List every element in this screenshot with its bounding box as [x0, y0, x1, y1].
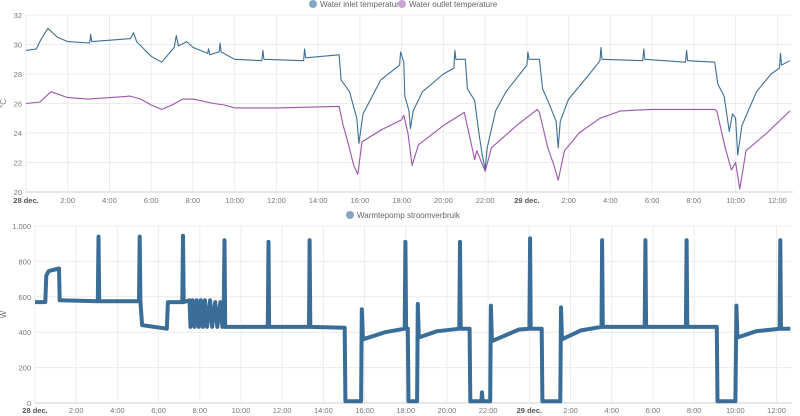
x-tick-label: 10:00: [225, 196, 244, 205]
x-tick-label: 8:00: [687, 196, 702, 205]
x-tick-label: 10:00: [726, 406, 745, 415]
x-tick-label: 12:00: [767, 406, 786, 415]
x-tick-label: 12:00: [267, 196, 286, 205]
x-tick-label: 6:00: [151, 406, 166, 415]
x-tick-label: 2:00: [60, 196, 75, 205]
x-tick-label: 2:00: [563, 406, 578, 415]
x-tick-label: 6:00: [646, 406, 661, 415]
y-tick-label: 0: [27, 399, 31, 408]
legend-swatch-icon: [398, 0, 406, 8]
x-tick-label: 22:00: [476, 196, 495, 205]
x-tick-label: 8:00: [186, 196, 201, 205]
x-tick-label: 4:00: [102, 196, 117, 205]
y-tick-label: 400: [18, 328, 31, 337]
x-tick-label: 28 dec.: [22, 406, 47, 415]
y-tick-label: 30: [14, 41, 22, 50]
y-tick-label: 200: [18, 364, 31, 373]
legend-item[interactable]: Warmtepomp stroomverbruik: [346, 211, 461, 220]
x-tick-label: 8:00: [687, 406, 702, 415]
series-line-water-outlet-temperature[interactable]: [25, 91, 791, 190]
y-tick-label: 26: [14, 100, 22, 109]
legend-label: Warmtepomp stroomverbruik: [357, 211, 461, 220]
y-tick-label: 800: [18, 257, 31, 266]
legend-label: Water inlet temperature: [320, 0, 404, 9]
y-axis-label: °C: [0, 99, 8, 108]
y-tick-label: 600: [18, 293, 31, 302]
x-tick-label: 22:00: [479, 406, 498, 415]
x-tick-label: 16:00: [355, 406, 374, 415]
x-tick-label: 4:00: [604, 406, 619, 415]
x-tick-label: 2:00: [561, 196, 576, 205]
x-tick-label: 10:00: [232, 406, 251, 415]
y-tick-label: 28: [14, 70, 22, 79]
legend-label: Water outlet temperature: [409, 0, 498, 9]
x-tick-label: 18:00: [396, 406, 415, 415]
x-tick-label: 20:00: [434, 196, 453, 205]
y-axis-label: W: [0, 310, 8, 318]
x-tick-label: 4:00: [110, 406, 125, 415]
series-line-water-inlet-temperature[interactable]: [25, 27, 791, 171]
x-tick-label: 16:00: [351, 196, 370, 205]
x-tick-label: 18:00: [392, 196, 411, 205]
legend-item[interactable]: Water outlet temperature: [398, 0, 498, 9]
x-tick-label: 6:00: [645, 196, 660, 205]
legend-swatch-icon: [309, 0, 317, 8]
legend-swatch-icon: [346, 211, 354, 219]
x-tick-label: 29 dec.: [514, 196, 539, 205]
power-chart: 0 200 400 600 800 1.000 28 dec. 2:00 4:00 6:00 8:0…: [0, 211, 792, 415]
y-tick-label: 20: [14, 188, 22, 197]
x-tick-label: 14:00: [314, 406, 333, 415]
x-tick-label: 12:00: [768, 196, 787, 205]
y-tick-label: 1.000: [12, 222, 31, 231]
y-tick-label: 22: [14, 159, 22, 168]
legend-item[interactable]: Water inlet temperature: [309, 0, 404, 9]
x-tick-label: 6:00: [144, 196, 159, 205]
y-tick-label: 24: [14, 129, 22, 138]
x-tick-label: 4:00: [603, 196, 618, 205]
series-spikes: [35, 235, 791, 402]
x-tick-label: 29 dec.: [517, 406, 542, 415]
x-tick-label: 10:00: [726, 196, 745, 205]
temperature-chart: 20 22 24 26 28 30 32 28 dec. 2:00 4:00 6:00 8:00 10:…: [0, 0, 793, 205]
series-line-warmtepomp-stroomverbruik[interactable]: [35, 233, 791, 404]
x-tick-label: 8:00: [192, 406, 207, 415]
x-tick-label: 2:00: [69, 406, 84, 415]
y-tick-label: 32: [14, 11, 22, 20]
x-tick-label: 20:00: [438, 406, 457, 415]
x-tick-label: 12:00: [273, 406, 292, 415]
x-tick-label: 14:00: [309, 196, 328, 205]
x-tick-label: 28 dec.: [13, 196, 38, 205]
